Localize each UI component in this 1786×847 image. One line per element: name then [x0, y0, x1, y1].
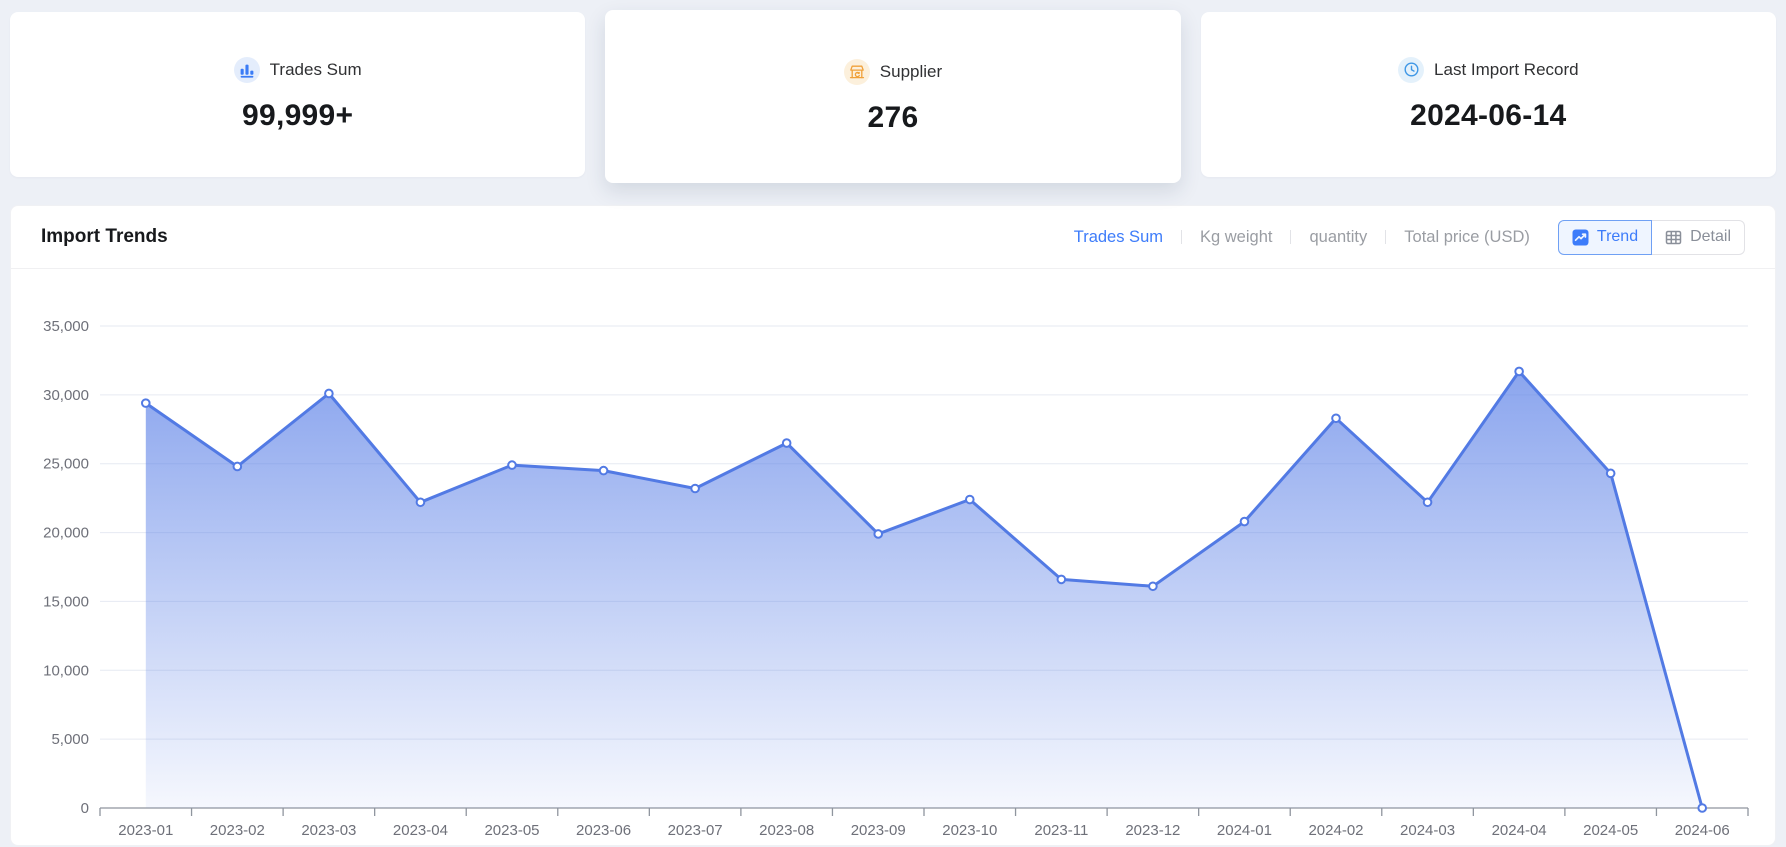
tab-separator — [1385, 230, 1387, 244]
stat-label: Trades Sum — [269, 59, 362, 79]
trend-icon — [1572, 229, 1589, 246]
trend-view-button[interactable]: Trend — [1557, 219, 1653, 255]
svg-text:2023-02: 2023-02 — [210, 822, 265, 839]
svg-text:2023-08: 2023-08 — [759, 822, 814, 839]
stat-head: Last Import Record — [1398, 56, 1579, 83]
metric-tab-total-price-usd[interactable]: Total price (USD) — [1404, 227, 1530, 246]
trend-chart[interactable]: 0 5,000 10,000 15,000 20,000 25,000 30,000 35,0… — [11, 269, 1777, 845]
svg-text:20,000: 20,000 — [43, 525, 89, 542]
stat-card-supplier[interactable]: Supplier 276 — [605, 10, 1181, 183]
stat-card-trades-sum[interactable]: Trades Sum 99,999+ — [10, 12, 586, 177]
svg-text:2024-03: 2024-03 — [1400, 822, 1455, 839]
stat-label: Supplier — [879, 61, 943, 81]
svg-text:2023-12: 2023-12 — [1125, 822, 1180, 839]
tab-separator — [1181, 230, 1182, 244]
metric-tab-trades-sum[interactable]: Trades Sum — [1073, 227, 1163, 246]
panel-header-right: Trades Sum Kg weight quantity Total pric… — [1072, 219, 1745, 255]
svg-text:5,000: 5,000 — [51, 731, 89, 748]
metric-tabs: Trades Sum Kg weight quantity Total pric… — [1072, 228, 1532, 247]
stat-value: 276 — [867, 100, 919, 134]
clock-icon — [1398, 56, 1425, 83]
svg-text:30,000: 30,000 — [43, 387, 89, 404]
svg-text:2023-11: 2023-11 — [1034, 822, 1088, 839]
detail-view-button[interactable]: Detail — [1652, 219, 1745, 255]
bar-chart-icon — [233, 56, 260, 83]
view-toggle: Trend Detail — [1557, 219, 1745, 255]
stat-value: 99,999+ — [241, 98, 354, 132]
svg-text:2024-05: 2024-05 — [1583, 822, 1638, 839]
svg-text:0: 0 — [81, 800, 89, 817]
svg-text:2023-06: 2023-06 — [576, 822, 631, 839]
tab-separator — [1290, 230, 1292, 244]
detail-button-label: Detail — [1690, 228, 1731, 245]
stat-head: Supplier — [843, 58, 943, 85]
trend-button-label: Trend — [1596, 228, 1639, 245]
stat-head: Trades Sum — [233, 56, 362, 83]
storefront-icon — [843, 58, 870, 85]
svg-text:25,000: 25,000 — [43, 456, 89, 473]
metric-tab-kg-weight[interactable]: Kg weight — [1200, 227, 1273, 246]
stat-label: Last Import Record — [1434, 59, 1579, 79]
svg-text:2023-09: 2023-09 — [851, 822, 906, 839]
svg-text:2023-05: 2023-05 — [484, 822, 539, 839]
panel-title: Import Trends — [41, 226, 168, 247]
svg-text:2023-10: 2023-10 — [942, 822, 997, 839]
table-icon — [1665, 229, 1682, 246]
panel-header: Import Trends Trades Sum Kg weight quant… — [11, 206, 1775, 269]
svg-text:2024-02: 2024-02 — [1308, 822, 1363, 839]
stat-card-last-import-record[interactable]: Last Import Record 2024-06-14 — [1200, 12, 1776, 177]
svg-text:2024-06: 2024-06 — [1675, 822, 1730, 839]
svg-text:2024-01: 2024-01 — [1217, 822, 1272, 839]
svg-text:2023-04: 2023-04 — [393, 822, 448, 839]
svg-text:15,000: 15,000 — [43, 593, 89, 610]
svg-text:2024-04: 2024-04 — [1492, 822, 1547, 839]
svg-text:35,000: 35,000 — [43, 318, 89, 335]
svg-text:2023-03: 2023-03 — [301, 822, 356, 839]
metric-tab-quantity[interactable]: quantity — [1309, 227, 1368, 246]
import-trends-panel: Import Trends Trades Sum Kg weight quant… — [10, 205, 1776, 846]
svg-text:2023-01: 2023-01 — [118, 822, 173, 839]
svg-text:10,000: 10,000 — [43, 662, 89, 679]
svg-text:2023-07: 2023-07 — [668, 822, 723, 839]
stats-row: Trades Sum 99,999+ Supplier 276 — [0, 0, 1786, 183]
stat-value: 2024-06-14 — [1410, 98, 1567, 132]
